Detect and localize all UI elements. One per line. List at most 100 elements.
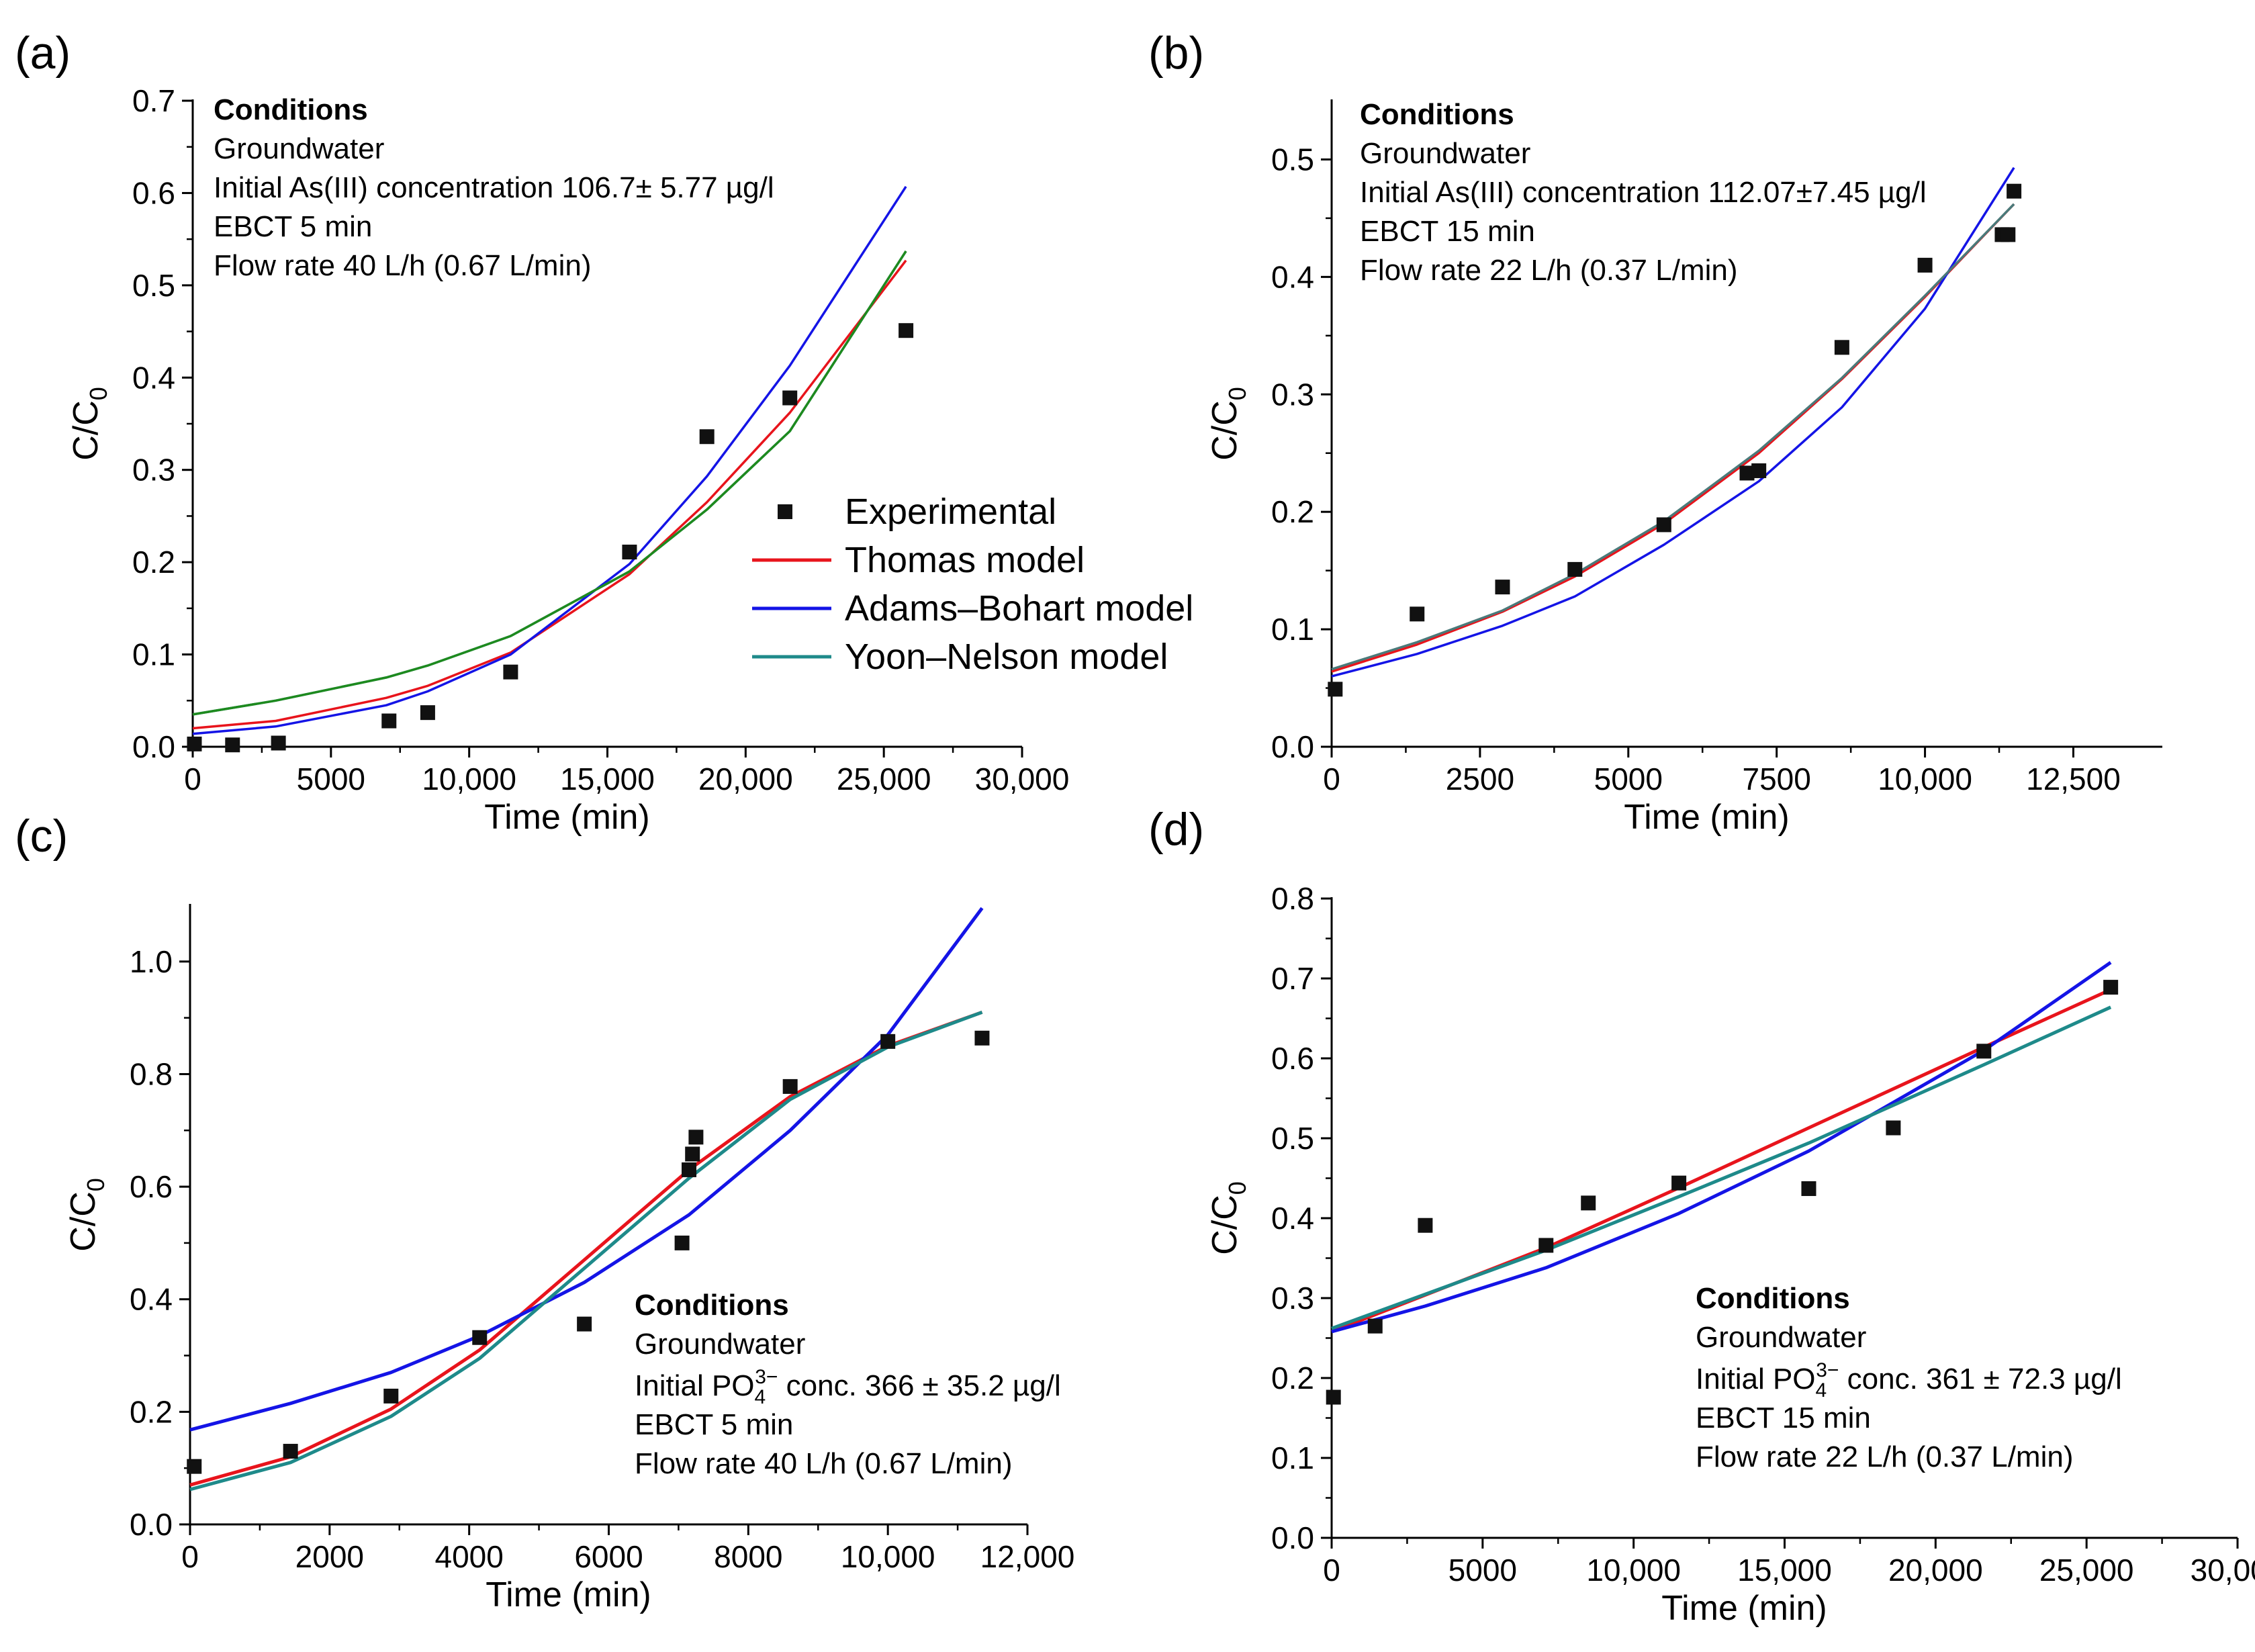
conditions-line: EBCT 15 min xyxy=(1360,215,1535,248)
conditions-line: Groundwater xyxy=(214,132,384,165)
experimental-point xyxy=(271,735,286,751)
series-line-3 xyxy=(1331,1005,2112,1330)
y-axis-label-subscript: 0 xyxy=(1224,1181,1251,1195)
experimental-point xyxy=(1410,606,1425,622)
legend-label: Adams–Bohart model xyxy=(845,588,1193,629)
conditions-title: Conditions xyxy=(635,1289,789,1322)
conditions-line-part: 4 xyxy=(1816,1379,1827,1402)
legend-label: Yoon–Nelson model xyxy=(845,637,1168,677)
conditions-line: EBCT 15 min xyxy=(1696,1402,1871,1434)
conditions-line: Groundwater xyxy=(635,1328,805,1361)
x-tick-label: 2000 xyxy=(295,1539,364,1574)
conditions-line: Groundwater xyxy=(1360,137,1530,170)
conditions-line: EBCT 5 min xyxy=(214,210,372,243)
y-tick-label: 0.3 xyxy=(1271,377,1314,412)
x-tick-label: 5000 xyxy=(1594,762,1663,796)
conditions-line-part: conc. 361 ± 72.3 µg/l xyxy=(1839,1363,2121,1395)
experimental-point xyxy=(383,1388,399,1404)
experimental-point xyxy=(187,736,202,751)
y-axis-label-main: C/C xyxy=(1205,1195,1244,1255)
y-axis-label: C/C0 xyxy=(66,387,112,461)
experimental-point xyxy=(2103,980,2119,995)
experimental-point xyxy=(899,323,914,338)
y-tick-label: 0.6 xyxy=(1271,1041,1314,1076)
experimental-point xyxy=(283,1444,298,1459)
y-tick-label: 0.0 xyxy=(130,1507,173,1542)
x-tick-label: 10,000 xyxy=(422,762,516,796)
x-tick-label: 25,000 xyxy=(837,762,931,796)
experimental-point xyxy=(2007,183,2022,199)
y-tick-label: 1.0 xyxy=(130,944,173,979)
panel-label: (a) xyxy=(15,28,71,79)
y-tick-label: 0.0 xyxy=(1271,729,1314,764)
x-tick-label: 7500 xyxy=(1743,762,1811,796)
experimental-point xyxy=(1418,1218,1433,1233)
x-tick-label: 10,000 xyxy=(1586,1553,1681,1588)
panel-label: (b) xyxy=(1148,28,1204,79)
panel-label: (c) xyxy=(15,811,68,862)
x-tick-label: 0 xyxy=(181,1539,199,1574)
x-tick-label: 10,000 xyxy=(841,1539,935,1574)
x-tick-label: 8000 xyxy=(714,1539,782,1574)
conditions-line-part: 4 xyxy=(755,1386,766,1408)
x-tick-label: 12,000 xyxy=(980,1539,1075,1574)
y-axis-label-subscript: 0 xyxy=(85,387,112,400)
x-axis-label: Time (min) xyxy=(1624,798,1790,837)
y-tick-label: 0.2 xyxy=(1271,1361,1314,1395)
experimental-point xyxy=(1567,561,1583,577)
experimental-point xyxy=(577,1316,592,1332)
x-tick-label: 30,000 xyxy=(975,762,1070,796)
experimental-point xyxy=(622,545,637,560)
x-axis-label: Time (min) xyxy=(486,1575,651,1614)
y-tick-label: 0.2 xyxy=(132,545,175,580)
conditions-line-part: Initial PO xyxy=(1696,1363,1816,1395)
x-tick-label: 15,000 xyxy=(1737,1553,1832,1588)
series-line-2 xyxy=(189,907,984,1432)
series-line-3 xyxy=(189,1010,983,1492)
experimental-point xyxy=(2000,227,2016,242)
experimental-point xyxy=(880,1034,896,1049)
conditions-line-part: 3− xyxy=(755,1366,778,1388)
experimental-point xyxy=(782,390,798,406)
y-axis-label: C/C0 xyxy=(1205,387,1251,461)
x-tick-label: 30,000 xyxy=(2191,1553,2255,1588)
x-tick-label: 2500 xyxy=(1446,762,1514,796)
experimental-point xyxy=(674,1235,690,1250)
series-line-1 xyxy=(1331,988,2112,1334)
x-tick-label: 0 xyxy=(184,762,201,796)
experimental-point xyxy=(187,1459,202,1474)
y-tick-label: 0.4 xyxy=(132,360,175,395)
y-axis-label: C/C0 xyxy=(1205,1181,1251,1255)
y-axis-label-subscript: 0 xyxy=(82,1178,109,1191)
experimental-point xyxy=(1834,340,1849,355)
chart-panel-1: (a) 0 5000 10,000 15,000 20,000 25,000 30,000 0.… xyxy=(15,28,1193,837)
experimental-point xyxy=(1801,1181,1816,1196)
conditions-title: Conditions xyxy=(214,93,368,126)
series-line-2 xyxy=(1331,961,2112,1334)
experimental-point xyxy=(688,1130,704,1145)
y-tick-label: 0.1 xyxy=(132,637,175,672)
experimental-point xyxy=(1886,1120,1901,1136)
x-tick-label: 4000 xyxy=(434,1539,503,1574)
conditions-line: Initial PO43− conc. 366 ± 35.2 µg/l xyxy=(635,1366,1061,1408)
x-tick-label: 6000 xyxy=(574,1539,643,1574)
y-tick-label: 0.1 xyxy=(1271,1440,1314,1475)
chart-panel-2: (b) 0 2500 5000 7500 10,000 12,500 0.0 0.1 0.2 0.3… xyxy=(1148,28,2162,837)
x-tick-label: 0 xyxy=(1323,762,1340,796)
experimental-point xyxy=(1328,682,1343,697)
legend-marker-experimental xyxy=(778,504,792,519)
experimental-point xyxy=(225,737,240,753)
experimental-point xyxy=(1671,1175,1687,1191)
conditions-line: Groundwater xyxy=(1696,1321,1866,1354)
experimental-point xyxy=(1326,1389,1341,1405)
experimental-point xyxy=(1656,517,1671,533)
experimental-point xyxy=(685,1146,700,1162)
conditions-line: Initial As(III) concentration 112.07±7.4… xyxy=(1360,176,1927,209)
experimental-point xyxy=(1917,257,1933,273)
y-tick-label: 0.6 xyxy=(132,175,175,210)
experimental-point xyxy=(974,1030,990,1046)
experimental-point xyxy=(420,705,435,721)
conditions-line-part: 3− xyxy=(1816,1359,1839,1381)
series-line-2 xyxy=(1331,167,2015,678)
